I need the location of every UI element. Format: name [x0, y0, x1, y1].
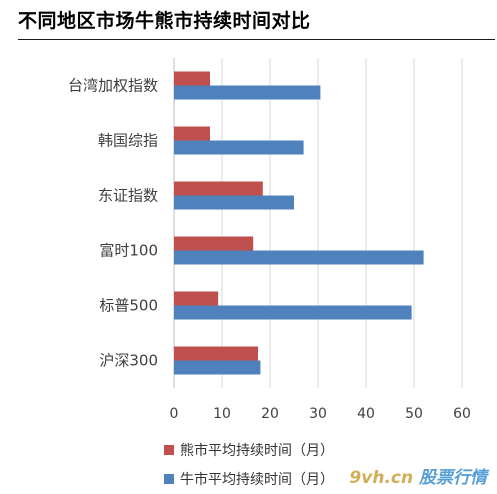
x-tick-label: 30	[309, 406, 327, 422]
category-label: 韩国综指	[98, 132, 158, 150]
category-label: 富时100	[99, 242, 158, 260]
bull-bar-4	[174, 305, 412, 320]
category-label: 沪深300	[99, 352, 158, 370]
legend-swatch-bear	[164, 445, 174, 455]
legend-item-bull: 牛市平均持续时间（月）	[164, 469, 334, 489]
bear-bar-3	[174, 236, 254, 251]
watermark-prefix: 9vh	[349, 468, 385, 488]
watermark-brand: 股票行情	[419, 468, 487, 488]
bear-bar-2	[174, 181, 263, 196]
bear-bar-1	[174, 126, 210, 141]
x-tick-label: 60	[453, 406, 471, 422]
title-underline	[18, 39, 495, 40]
bull-bar-2	[174, 195, 294, 210]
watermark-suffix: .cn	[384, 468, 414, 488]
bear-bar-0	[174, 71, 210, 86]
bull-bar-1	[174, 140, 304, 155]
bull-bar-5	[174, 360, 261, 375]
x-tick-label: 50	[405, 406, 423, 422]
x-tick-label: 0	[170, 406, 179, 422]
legend-label-bear: 熊市平均持续时间（月）	[180, 443, 334, 459]
x-tick-label: 20	[261, 406, 279, 422]
bear-bar-4	[174, 291, 219, 306]
category-label: 台湾加权指数	[68, 77, 158, 95]
category-label: 标普500	[99, 297, 158, 315]
x-tick-label: 10	[213, 406, 231, 422]
legend-swatch-bull	[164, 474, 174, 484]
bull-bar-0	[174, 85, 321, 100]
chart-title: 不同地区市场牛熊市持续时间对比	[18, 10, 311, 32]
x-tick-label: 40	[357, 406, 375, 422]
bear-bar-5	[174, 346, 258, 361]
legend-item-bear: 熊市平均持续时间（月）	[164, 440, 334, 460]
category-label: 东证指数	[98, 187, 158, 205]
watermark-logo: 9vh.cn 股票行情	[349, 463, 487, 488]
bull-bar-3	[174, 250, 424, 265]
legend-label-bull: 牛市平均持续时间（月）	[180, 472, 334, 488]
